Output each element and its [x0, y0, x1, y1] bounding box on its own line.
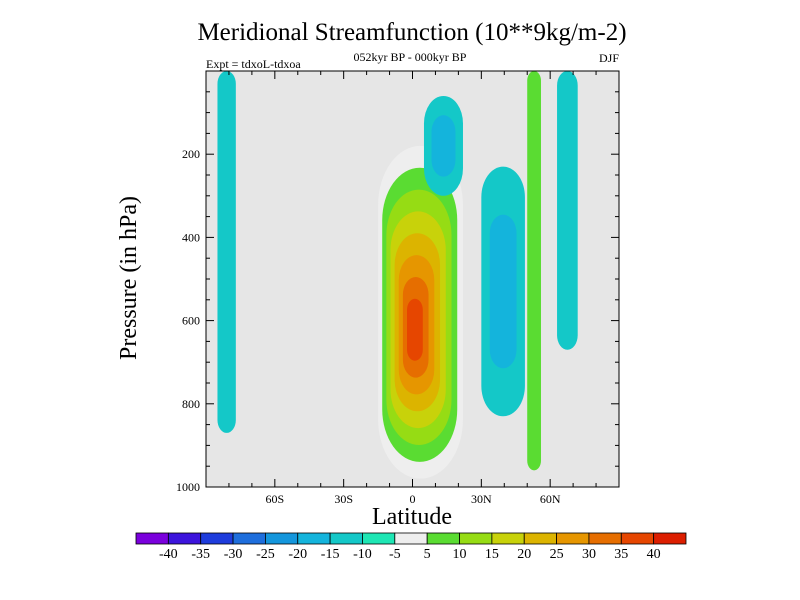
y-tick-label: 1000 [176, 480, 200, 494]
colorbar-box [653, 532, 687, 545]
colorbar-label: 35 [614, 547, 628, 562]
colorbar-box [556, 532, 590, 545]
colorbar-box [459, 532, 493, 545]
chart-title: Meridional Streamfunction (10**9kg/m-2) [197, 19, 626, 46]
colorbar-label: 20 [517, 547, 531, 562]
y-tick-label: 600 [182, 314, 200, 328]
contour-level-4-0 [527, 71, 541, 471]
x-tick-label: 30S [334, 492, 353, 506]
colorbar-label: -10 [353, 547, 372, 562]
colorbar-label: -15 [321, 547, 340, 562]
colorbar-label: -20 [288, 547, 307, 562]
x-tick-label: 60N [540, 492, 561, 506]
y-axis-label: Pressure (in hPa) [116, 196, 142, 360]
colorbar-box [200, 532, 234, 545]
colorbar-label: -35 [191, 547, 210, 562]
colorbar-box [297, 532, 331, 545]
colorbar-box [523, 532, 557, 545]
contour-level-5-0 [557, 71, 578, 350]
y-tick-label: 800 [182, 397, 200, 411]
colorbar-label: -5 [389, 547, 401, 562]
contour-level-3-1 [489, 214, 517, 369]
colorbar-box [135, 532, 169, 545]
chart-subtitle-center: 052kyr BP - 000kyr BP [354, 50, 467, 64]
axis-ticks: 60S 30S 0 30N 60N 200 400 600 800 1000 [176, 71, 619, 506]
x-tick-label: 60S [265, 492, 284, 506]
colorbar-box [232, 532, 266, 545]
colorbar-label: 25 [550, 547, 564, 562]
x-axis-label: Latitude [372, 504, 452, 530]
colorbar-box [588, 532, 622, 545]
colorbar: -40 -35 -30 -25 -20 -15 -10 -5 5 10 15 20 25 30 35 40 [135, 532, 687, 562]
contour-level-1-1 [431, 115, 456, 177]
colorbar-box [167, 532, 202, 545]
colorbar-box [426, 532, 460, 545]
colorbar-label: 10 [453, 547, 467, 562]
colorbar-label: 40 [647, 547, 661, 562]
x-tick-label: 0 [410, 492, 416, 506]
chart-subtitle-left: Expt = tdxoL-tdxoa [206, 57, 301, 71]
colorbar-label: -30 [224, 547, 243, 562]
colorbar-label: -40 [159, 547, 178, 562]
colorbar-box [620, 532, 655, 545]
colorbar-box [265, 532, 299, 545]
y-tick-label: 200 [182, 147, 200, 161]
contour-level-2-0 [217, 71, 236, 433]
colorbar-box [394, 532, 428, 545]
plot-area: 60S 30S 0 30N 60N 200 400 600 800 1000 [176, 70, 620, 506]
y-tick-label: 400 [182, 230, 200, 244]
colorbar-box [362, 532, 396, 545]
colorbar-label: -25 [256, 547, 275, 562]
colorbar-label: 5 [424, 547, 431, 562]
colorbar-label: 30 [582, 547, 596, 562]
colorbar-box [329, 532, 363, 545]
contour-fills [217, 71, 578, 479]
contour-level-0-7 [407, 298, 423, 361]
x-tick-label: 30N [471, 492, 492, 506]
chart-subtitle-right: DJF [599, 51, 619, 65]
colorbar-box [491, 532, 525, 545]
colorbar-label: 15 [485, 547, 499, 562]
